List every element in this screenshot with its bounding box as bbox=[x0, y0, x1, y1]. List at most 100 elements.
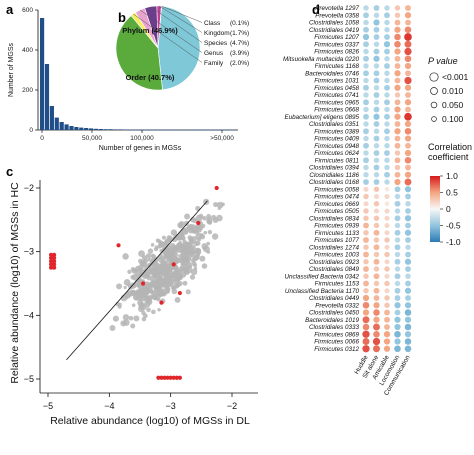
pie-leader-line bbox=[161, 5, 203, 23]
scatter-point bbox=[194, 247, 202, 255]
heatmap-dot bbox=[373, 345, 380, 353]
scatter-highlight-point bbox=[196, 220, 201, 226]
heatmap-dot bbox=[373, 55, 380, 62]
heatmap-dot bbox=[373, 164, 380, 171]
heatmap-dot bbox=[384, 84, 390, 91]
p-value-legend-label: 0.050 bbox=[442, 100, 464, 110]
heatmap-dot bbox=[394, 135, 401, 142]
heatmap-dot bbox=[363, 201, 369, 207]
heatmap-dot bbox=[404, 12, 412, 19]
heatmap-dot bbox=[363, 106, 369, 113]
scatter-x-tick-label: −3 bbox=[166, 401, 176, 411]
heatmap-row-label: Clostridiales 0849 bbox=[309, 266, 360, 273]
heatmap-dot bbox=[394, 48, 401, 55]
heatmap-dot bbox=[373, 302, 380, 309]
heatmap-dot bbox=[373, 157, 380, 163]
scatter-highlight-point bbox=[48, 265, 54, 270]
pie-label-family-name: Family bbox=[204, 60, 224, 67]
heatmap-row-label: Firmicutes 0312 bbox=[314, 346, 359, 353]
heatmap-dot bbox=[373, 77, 380, 84]
scatter-point bbox=[133, 268, 139, 273]
heatmap-row-label: Clostridiales 0923 bbox=[309, 259, 360, 266]
scatter-point bbox=[159, 293, 163, 297]
heatmap-dot bbox=[363, 230, 369, 236]
heatmap-dot bbox=[404, 99, 412, 106]
histogram-bar bbox=[108, 129, 113, 130]
heatmap-row-label: Clostridiales 0394 bbox=[309, 165, 360, 172]
heatmap-dot bbox=[363, 63, 369, 69]
heatmap-row-label: Prevotella 0358 bbox=[315, 12, 359, 19]
heatmap-row-label: Firmicutes 0624 bbox=[314, 150, 359, 157]
heatmap-dot bbox=[384, 288, 390, 294]
scatter-point bbox=[125, 296, 129, 300]
heatmap-row-label: Firmicutes 1207 bbox=[314, 34, 359, 41]
heatmap-dot bbox=[373, 143, 380, 149]
heatmap-dot bbox=[405, 5, 411, 11]
scatter-highlight-point bbox=[165, 375, 170, 380]
heatmap-dot bbox=[394, 128, 401, 135]
heatmap-dot bbox=[363, 273, 369, 279]
scatter-point bbox=[156, 298, 161, 302]
histogram-bar bbox=[221, 129, 226, 131]
histogram-bar bbox=[191, 129, 197, 131]
scatter-point bbox=[116, 283, 123, 290]
heatmap-row-label: Firmicutes 1031 bbox=[314, 78, 359, 85]
scatter-point bbox=[201, 223, 206, 229]
heatmap-row-label: Clostridiales 0333 bbox=[309, 324, 360, 331]
heatmap-dot bbox=[394, 5, 401, 11]
scatter-point bbox=[131, 303, 136, 307]
scatter-panel: Relative abundance (log10) of MGSs in HC… bbox=[9, 180, 258, 427]
heatmap-dot bbox=[384, 316, 390, 323]
heatmap-dot bbox=[394, 84, 401, 91]
scatter-point bbox=[190, 245, 196, 251]
heatmap-dot bbox=[384, 27, 390, 33]
heatmap-dot bbox=[394, 164, 401, 171]
heatmap-dot bbox=[363, 142, 369, 149]
scatter-highlight-point bbox=[168, 375, 173, 380]
heatmap-dot bbox=[363, 92, 369, 98]
heatmap-dot bbox=[404, 156, 412, 164]
heatmap-dot bbox=[373, 258, 380, 265]
pie-label-genus-pct: (3.9%) bbox=[230, 50, 249, 57]
histogram-bar bbox=[196, 129, 201, 131]
heatmap-dot bbox=[363, 48, 369, 55]
heatmap-dot bbox=[404, 149, 412, 157]
heatmap-dot bbox=[384, 280, 390, 287]
heatmap-dot bbox=[373, 128, 380, 134]
scatter-point bbox=[147, 248, 154, 254]
scatter-point bbox=[195, 240, 201, 246]
heatmap-dot bbox=[373, 172, 380, 178]
heatmap-dot bbox=[362, 338, 370, 345]
scatter-point bbox=[128, 315, 134, 321]
histogram-x-tick-label: 0 bbox=[40, 135, 44, 142]
histogram-bar bbox=[216, 129, 221, 131]
scatter-point bbox=[184, 242, 189, 247]
heatmap-dot bbox=[373, 106, 380, 113]
heatmap-dot bbox=[373, 244, 380, 251]
histogram-bar bbox=[211, 129, 216, 131]
heatmap-dot bbox=[362, 33, 370, 41]
heatmap-dot bbox=[384, 48, 390, 55]
scatter-point bbox=[189, 238, 194, 243]
scatter-point bbox=[152, 274, 158, 279]
heatmap-dot bbox=[373, 330, 380, 338]
pie-label-class-pct: (0.1%) bbox=[230, 20, 249, 27]
heatmap-dot bbox=[362, 345, 370, 353]
scatter-point bbox=[166, 235, 173, 241]
heatmap-row-label: Firmicutes 0669 bbox=[314, 201, 359, 208]
scatter-highlight-point bbox=[174, 375, 179, 380]
heatmap-dot bbox=[363, 172, 369, 178]
heatmap-row-label: Firmicutes 0474 bbox=[314, 194, 359, 201]
heatmap-dot bbox=[373, 99, 380, 105]
scatter-point bbox=[206, 250, 211, 254]
heatmap-row-label: Clostridiales 0834 bbox=[309, 215, 360, 222]
scatter-point bbox=[180, 257, 184, 261]
heatmap-dot bbox=[363, 208, 369, 214]
heatmap-dot bbox=[362, 294, 370, 302]
heatmap-dot bbox=[405, 244, 411, 250]
scatter-point bbox=[183, 220, 190, 226]
histogram-x-tick-label: >50,000 bbox=[210, 135, 234, 142]
scatter-x-tick-label: −5 bbox=[43, 401, 53, 411]
heatmap-dot bbox=[394, 280, 401, 287]
